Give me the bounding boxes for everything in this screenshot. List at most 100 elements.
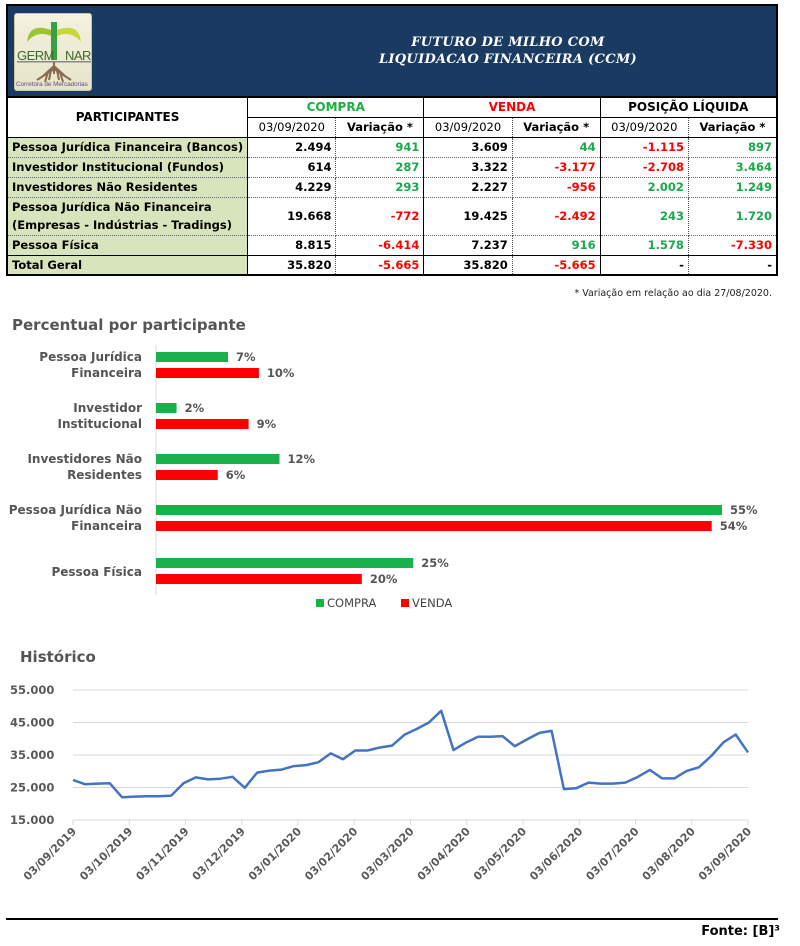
date-subheader: 03/09/2020	[423, 117, 513, 138]
value-cell: 243	[600, 197, 689, 236]
variation-cell: 897	[688, 137, 777, 158]
venda-header: VENDA	[423, 97, 601, 118]
participant-label: Pessoa Física	[7, 235, 249, 256]
x-tick-label: 03/02/2020	[302, 825, 360, 883]
bar-data-label: 25%	[421, 556, 449, 570]
total-row: Total Geral 35.820 -5.665 35.820 -5.665- -	[7, 254, 777, 275]
variation-cell: -5.665	[335, 254, 425, 275]
variation-cell: 916	[512, 235, 601, 256]
value-cell: 2.494	[247, 137, 337, 158]
x-tick-label: 03/06/2020	[527, 825, 585, 883]
participants-header: PARTICIPANTES	[7, 97, 249, 138]
footer-divider	[6, 918, 778, 920]
bar-venda	[156, 368, 259, 378]
y-tick-label: 55.000	[10, 683, 54, 697]
participant-label: Investidores Não Residentes	[7, 177, 249, 198]
category-label: Residentes	[67, 468, 142, 482]
category-label: Investidor	[73, 401, 142, 415]
variation-cell: -	[688, 254, 777, 275]
variation-cell: 293	[335, 177, 425, 198]
category-label: Investidores Não	[27, 452, 142, 466]
variation-cell: -956	[512, 177, 601, 198]
y-tick-label: 25.000	[10, 781, 54, 795]
value-cell: 8.815	[247, 235, 337, 256]
header-banner: GERM NAR Corretora de Mercadorias FUTURO…	[6, 4, 778, 96]
footnote: * Variação em relação ao dia 27/08/2020.	[574, 288, 772, 299]
posicao-liquida-header: POSIÇÃO LÍQUIDA	[600, 97, 777, 118]
page-title: FUTURO DE MILHO COM LIQUIDACAO FINANCEIR…	[348, 34, 668, 68]
bar-compra	[156, 505, 722, 515]
table-body: Pessoa Jurídica Financeira (Bancos) 2.494…	[7, 137, 777, 275]
x-tick-label: 03/04/2020	[415, 825, 473, 883]
x-tick-label: 03/08/2020	[640, 825, 698, 883]
bar-data-label: 9%	[257, 417, 277, 431]
participant-label: Investidor Institucional (Fundos)	[7, 157, 249, 178]
x-tick-label: 03/07/2020	[583, 825, 641, 883]
category-label: Pessoa Jurídica	[39, 350, 142, 364]
variation-cell: -3.177	[512, 157, 601, 178]
bar-venda	[156, 521, 712, 531]
bar-compra	[156, 454, 280, 464]
bar-data-label: 6%	[226, 468, 246, 482]
variation-cell: 287	[335, 157, 425, 178]
participant-label: Pessoa Jurídica Não Financeira (Empresas…	[7, 197, 249, 236]
bar-data-label: 7%	[236, 350, 256, 364]
bar-data-label: 54%	[720, 519, 748, 533]
bar-data-label: 12%	[287, 452, 315, 466]
y-tick-label: 35.000	[10, 748, 54, 762]
x-tick-label: 03/10/2019	[77, 825, 135, 883]
bar-venda	[156, 470, 218, 480]
line-chart-title: Histórico	[20, 648, 96, 666]
title-line-1: FUTURO DE MILHO COM	[411, 35, 605, 50]
x-tick-label: 03/12/2019	[190, 825, 248, 883]
history-line-chart: 55.000 45.000 35.000 25.000 15.00003/09/2019…	[10, 683, 754, 883]
date-subheader: 03/09/2020	[247, 117, 337, 138]
history-line	[72, 709, 750, 799]
y-tick-label: 15.000	[10, 813, 54, 827]
variation-cell: -7.330	[688, 235, 777, 256]
bar-data-label: 55%	[730, 503, 758, 517]
y-tick-label: 45.000	[10, 716, 54, 730]
bar-compra	[156, 558, 414, 568]
value-cell: 1.578	[600, 235, 689, 256]
value-cell: 4.229	[247, 177, 337, 198]
x-tick-label: 03/01/2020	[246, 825, 304, 883]
participant-label: Pessoa Jurídica Financeira (Bancos)	[7, 137, 249, 158]
x-tick-label: 03/09/2020	[696, 825, 754, 883]
table-row: Pessoa Jurídica Financeira (Bancos) 2.494…	[7, 137, 777, 158]
variation-cell: -2.492	[512, 197, 601, 236]
category-label: Pessoa Física	[51, 565, 142, 579]
date-subheader: 03/09/2020	[600, 117, 689, 138]
variation-cell: 1.720	[688, 197, 777, 236]
value-cell: -2.708	[600, 157, 689, 178]
category-label: Financeira	[71, 366, 142, 380]
variation-cell: 44	[512, 137, 601, 158]
participant-label: Total Geral	[7, 254, 249, 275]
table-row: Investidores Não Residentes 4.229 293 2.227…	[7, 177, 777, 198]
bar-data-label: 20%	[370, 572, 398, 586]
variation-subheader: Variação *	[335, 117, 425, 138]
variation-subheader: Variação *	[512, 117, 601, 138]
table-row: Pessoa Física 8.815 -6.414 7.237 916 1.578 -7.…	[7, 235, 777, 256]
legend-label-compra: COMPRA	[327, 596, 376, 610]
variation-cell: 1.249	[688, 177, 777, 198]
value-cell: -1.115	[600, 137, 689, 158]
legend-label-venda: VENDA	[412, 596, 452, 610]
title-line-2: LIQUIDACAO FINANCEIRA (CCM)	[378, 52, 637, 67]
x-tick-label: 03/05/2020	[471, 825, 529, 883]
participants-table: PARTICIPANTES COMPRA VENDA POSIÇÃO LÍQUI…	[6, 96, 778, 276]
bar-venda	[156, 419, 249, 429]
variation-cell: -5.665	[512, 254, 601, 275]
bar-data-label: 10%	[267, 366, 295, 380]
bar-venda	[156, 574, 362, 584]
bar-compra	[156, 352, 229, 362]
variation-cell: 3.464	[688, 157, 777, 178]
category-label: Pessoa Jurídica Não	[9, 503, 142, 517]
percent-bar-chart: Pessoa Jurídica Financeira 7% 10% Investidor…	[9, 345, 758, 610]
value-cell: 3.609	[423, 137, 513, 158]
value-cell: 614	[247, 157, 337, 178]
value-cell: 2.227	[423, 177, 513, 198]
variation-subheader: Variação *	[688, 117, 777, 138]
variation-cell: 941	[335, 137, 425, 158]
legend-swatch-compra	[316, 599, 324, 607]
